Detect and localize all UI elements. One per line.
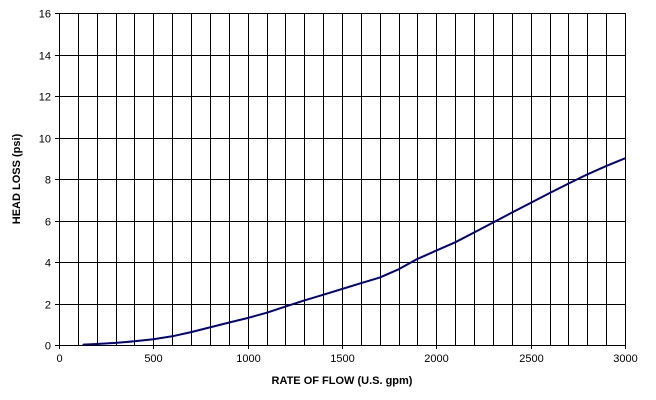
x-tick-label: 0 [56, 353, 62, 365]
y-tick-label: 10 [39, 134, 51, 146]
x-tick-label: 2500 [519, 353, 543, 365]
y-tick-label: 4 [45, 258, 51, 270]
x-tick-label: 1000 [236, 353, 260, 365]
x-tick-label: 1500 [330, 353, 354, 365]
x-tick-label: 2000 [424, 353, 448, 365]
y-tick-label: 0 [45, 341, 51, 353]
plot-area-frame [59, 13, 626, 346]
y-tick-label: 16 [39, 9, 51, 21]
x-tick-label: 3000 [613, 353, 637, 365]
y-tick-label: 12 [39, 92, 51, 104]
axis-ticks: 0 2 4 6 8 10 12 14 16 0 500 1000 1500 2000 2500 3000 [39, 9, 638, 366]
x-axis-title: RATE OF FLOW (U.S. gpm) [272, 375, 413, 387]
x-tick-label: 500 [144, 353, 162, 365]
y-tick-label: 8 [45, 175, 51, 187]
y-axis-title: HEAD LOSS (psi) [11, 133, 23, 224]
head-loss-series-line [82, 157, 626, 346]
y-tick-label: 2 [45, 300, 51, 312]
series-layer [82, 157, 626, 346]
y-tick-label: 14 [39, 51, 51, 63]
grid [59, 13, 625, 345]
y-tick-label: 6 [45, 217, 51, 229]
